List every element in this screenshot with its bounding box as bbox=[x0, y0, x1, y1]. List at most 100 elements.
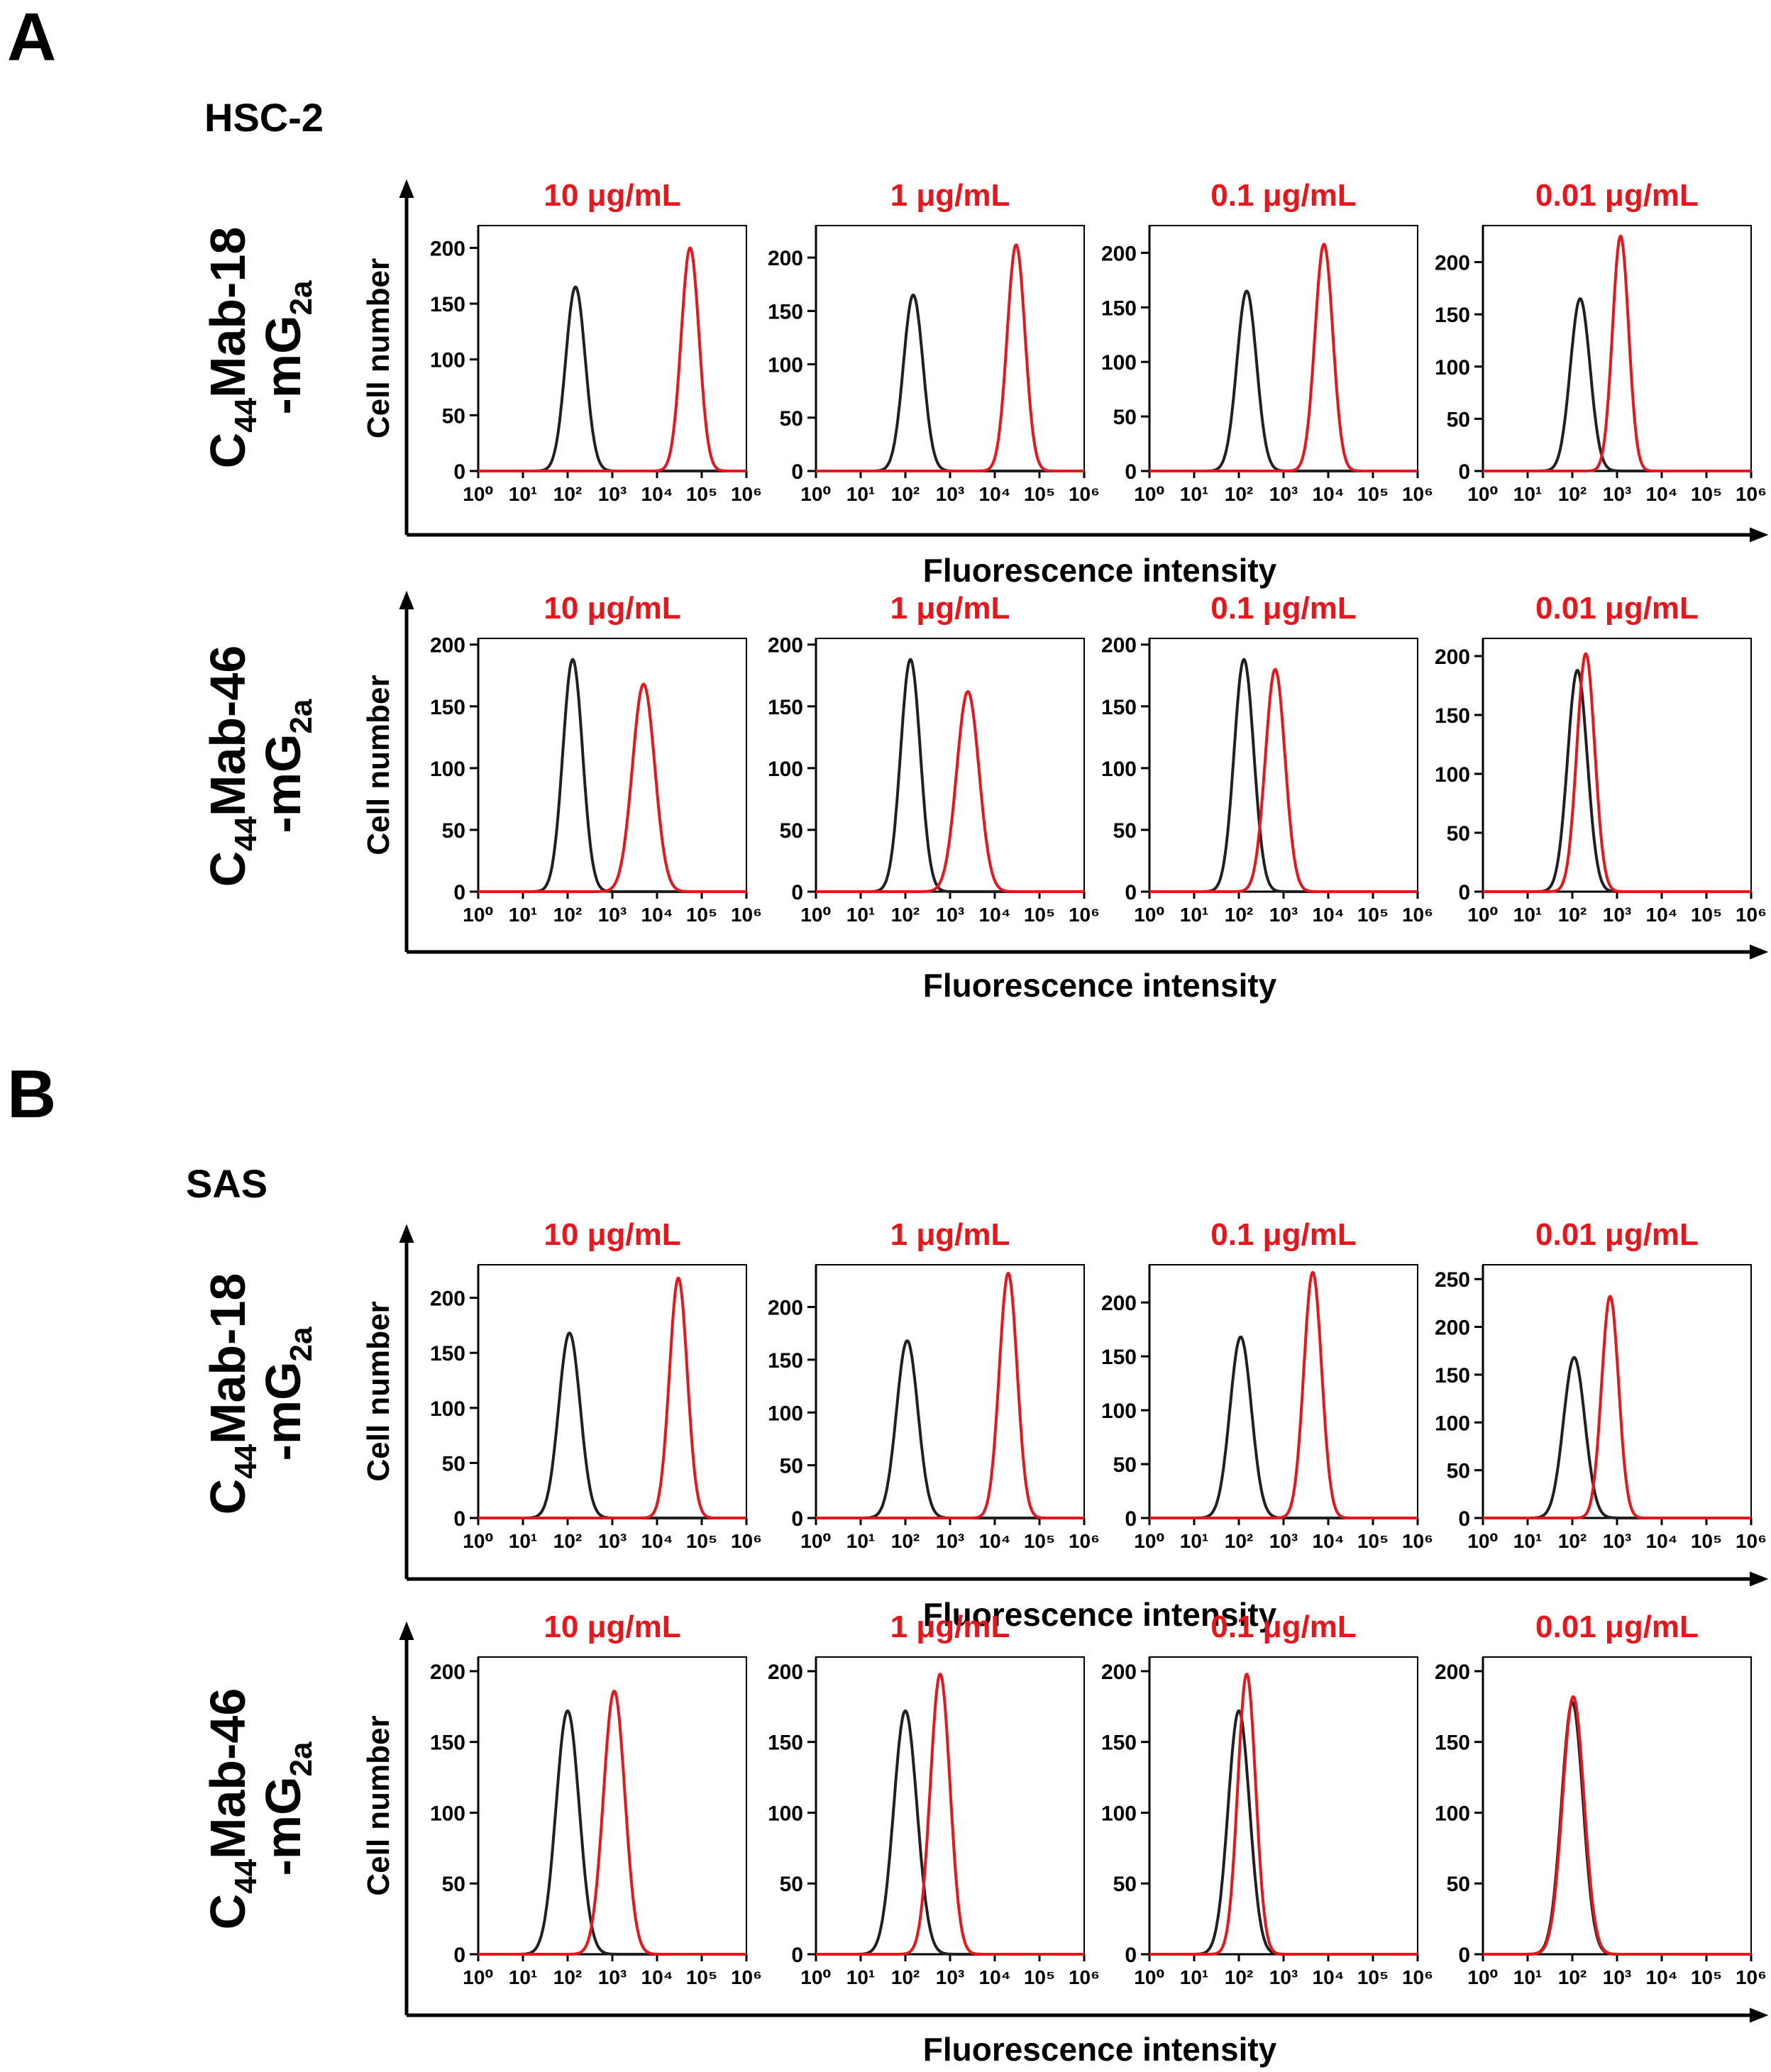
y-tick-label: 200 bbox=[1101, 242, 1137, 265]
plot-frame bbox=[1149, 225, 1418, 472]
x-tick-label: 10⁰ bbox=[463, 904, 493, 926]
x-tick-label: 10⁰ bbox=[463, 1530, 493, 1552]
x-tick-label: 10⁰ bbox=[800, 1530, 831, 1552]
y-tick-label: 100 bbox=[1435, 356, 1470, 380]
x-tick-label: 10² bbox=[1558, 904, 1587, 926]
y-tick-label: 200 bbox=[1435, 252, 1470, 275]
x-tick-label: 10⁴ bbox=[641, 1966, 673, 1988]
y-tick-label: 200 bbox=[430, 237, 465, 260]
isotype-control-histogram bbox=[815, 1709, 1085, 1956]
y-tick-label: 100 bbox=[430, 1802, 465, 1825]
x-tick-label: 10⁴ bbox=[1313, 1530, 1345, 1552]
plot-frame bbox=[815, 225, 1085, 472]
antibody-histogram bbox=[1149, 243, 1418, 472]
x-tick-label: 10⁶ bbox=[731, 1966, 762, 1988]
y-axis-arrowhead bbox=[399, 179, 414, 198]
x-tick-label: 10⁴ bbox=[979, 904, 1011, 926]
x-tick-label: 10⁶ bbox=[1736, 483, 1767, 505]
x-tick-label: 10⁴ bbox=[979, 483, 1011, 505]
antibody-histogram bbox=[478, 1276, 747, 1519]
x-tick-label: 10¹ bbox=[509, 483, 537, 505]
concentration-title: 0.01 μg/mL bbox=[1535, 1610, 1699, 1644]
concentration-title: 10 μg/mL bbox=[544, 591, 680, 626]
antibody-histogram bbox=[1149, 1270, 1418, 1519]
antibody-histogram bbox=[1149, 667, 1418, 893]
x-tick-label: 10⁴ bbox=[1313, 483, 1345, 505]
antibody-histogram bbox=[815, 1271, 1085, 1519]
antibody-label-line1: C44Mab-46 bbox=[200, 1688, 263, 1930]
x-tick-label: 10⁵ bbox=[1691, 483, 1722, 505]
isotype-control-histogram bbox=[815, 1339, 1085, 1519]
y-axis-arrowhead bbox=[399, 590, 414, 609]
x-tick-label: 10³ bbox=[1603, 904, 1631, 926]
y-tick-label: 100 bbox=[768, 758, 803, 781]
isotype-control-histogram bbox=[1149, 1335, 1418, 1519]
y-tick-label: 50 bbox=[442, 1873, 465, 1896]
y-tick-label: 150 bbox=[768, 1349, 803, 1373]
antibody-histogram bbox=[1482, 652, 1752, 893]
antibody-label-line2: -mG2a bbox=[255, 699, 319, 833]
y-tick-label: 50 bbox=[1447, 1460, 1470, 1483]
x-tick-label: 10² bbox=[1225, 1966, 1253, 1988]
concentration-title: 0.1 μg/mL bbox=[1210, 178, 1356, 213]
x-tick-label: 10³ bbox=[598, 904, 627, 926]
y-tick-label: 50 bbox=[1113, 1873, 1137, 1896]
x-tick-label: 10² bbox=[1225, 483, 1253, 505]
x-tick-label: 10² bbox=[553, 904, 582, 926]
y-tick-label: 100 bbox=[430, 349, 465, 372]
isotype-control-histogram bbox=[1149, 1709, 1418, 1956]
y-tick-label: 50 bbox=[1113, 819, 1137, 843]
concentration-title: 0.01 μg/mL bbox=[1535, 591, 1699, 626]
y-tick-label: 0 bbox=[791, 460, 803, 484]
x-tick-label: 10¹ bbox=[509, 1530, 537, 1552]
x-tick-label: 10⁴ bbox=[1646, 904, 1678, 926]
x-axis-label: Fluorescence intensity bbox=[923, 552, 1277, 589]
x-tick-label: 10⁰ bbox=[800, 483, 831, 505]
y-tick-label: 200 bbox=[768, 247, 803, 270]
y-tick-label: 50 bbox=[780, 819, 803, 843]
concentration-title: 0.01 μg/mL bbox=[1535, 178, 1699, 213]
y-tick-label: 50 bbox=[442, 819, 465, 843]
x-tick-label: 10³ bbox=[1603, 1966, 1631, 1988]
y-tick-label: 200 bbox=[768, 1661, 803, 1684]
x-tick-label: 10¹ bbox=[509, 904, 537, 926]
y-tick-label: 150 bbox=[430, 696, 465, 719]
y-tick-label: 200 bbox=[1101, 1292, 1137, 1315]
plot-frame bbox=[1149, 1656, 1418, 1955]
isotype-control-histogram bbox=[1482, 668, 1752, 893]
y-tick-label: 50 bbox=[780, 1455, 803, 1478]
y-tick-label: 50 bbox=[442, 1452, 465, 1475]
y-tick-label: 100 bbox=[1435, 763, 1470, 787]
plot-frame bbox=[1482, 638, 1752, 892]
x-tick-label: 10⁴ bbox=[1313, 904, 1345, 926]
x-axis-arrowhead bbox=[1750, 944, 1769, 960]
antibody-histogram bbox=[1482, 1695, 1752, 1956]
isotype-control-histogram bbox=[815, 658, 1085, 893]
isotype-control-histogram bbox=[478, 1709, 747, 1956]
y-tick-label: 100 bbox=[768, 354, 803, 377]
concentration-title: 0.1 μg/mL bbox=[1210, 1610, 1356, 1644]
y-tick-label: 0 bbox=[1125, 881, 1137, 904]
y-tick-label: 150 bbox=[768, 300, 803, 323]
y-tick-label: 150 bbox=[430, 293, 465, 316]
y-tick-label: 0 bbox=[453, 881, 465, 904]
y-tick-label: 0 bbox=[1458, 1507, 1470, 1531]
concentration-title: 0.01 μg/mL bbox=[1535, 1217, 1699, 1252]
plot-frame bbox=[815, 1264, 1085, 1519]
concentration-title: 0.1 μg/mL bbox=[1210, 1217, 1356, 1252]
y-tick-label: 0 bbox=[453, 460, 465, 484]
plot-frame bbox=[478, 638, 747, 892]
x-tick-label: 10⁵ bbox=[1691, 904, 1722, 926]
y-tick-label: 50 bbox=[1113, 406, 1137, 429]
x-tick-label: 10⁴ bbox=[979, 1966, 1011, 1988]
y-tick-label: 200 bbox=[1101, 634, 1137, 658]
y-tick-label: 200 bbox=[430, 1661, 465, 1684]
x-tick-label: 10⁰ bbox=[1467, 904, 1498, 926]
isotype-control-histogram bbox=[815, 293, 1085, 472]
y-tick-label: 100 bbox=[768, 1802, 803, 1825]
x-tick-label: 10⁰ bbox=[463, 483, 493, 505]
x-tick-label: 10¹ bbox=[1180, 904, 1208, 926]
y-tick-label: 0 bbox=[1125, 1507, 1137, 1531]
x-tick-label: 10⁰ bbox=[463, 1966, 493, 1988]
x-tick-label: 10¹ bbox=[846, 1530, 875, 1552]
